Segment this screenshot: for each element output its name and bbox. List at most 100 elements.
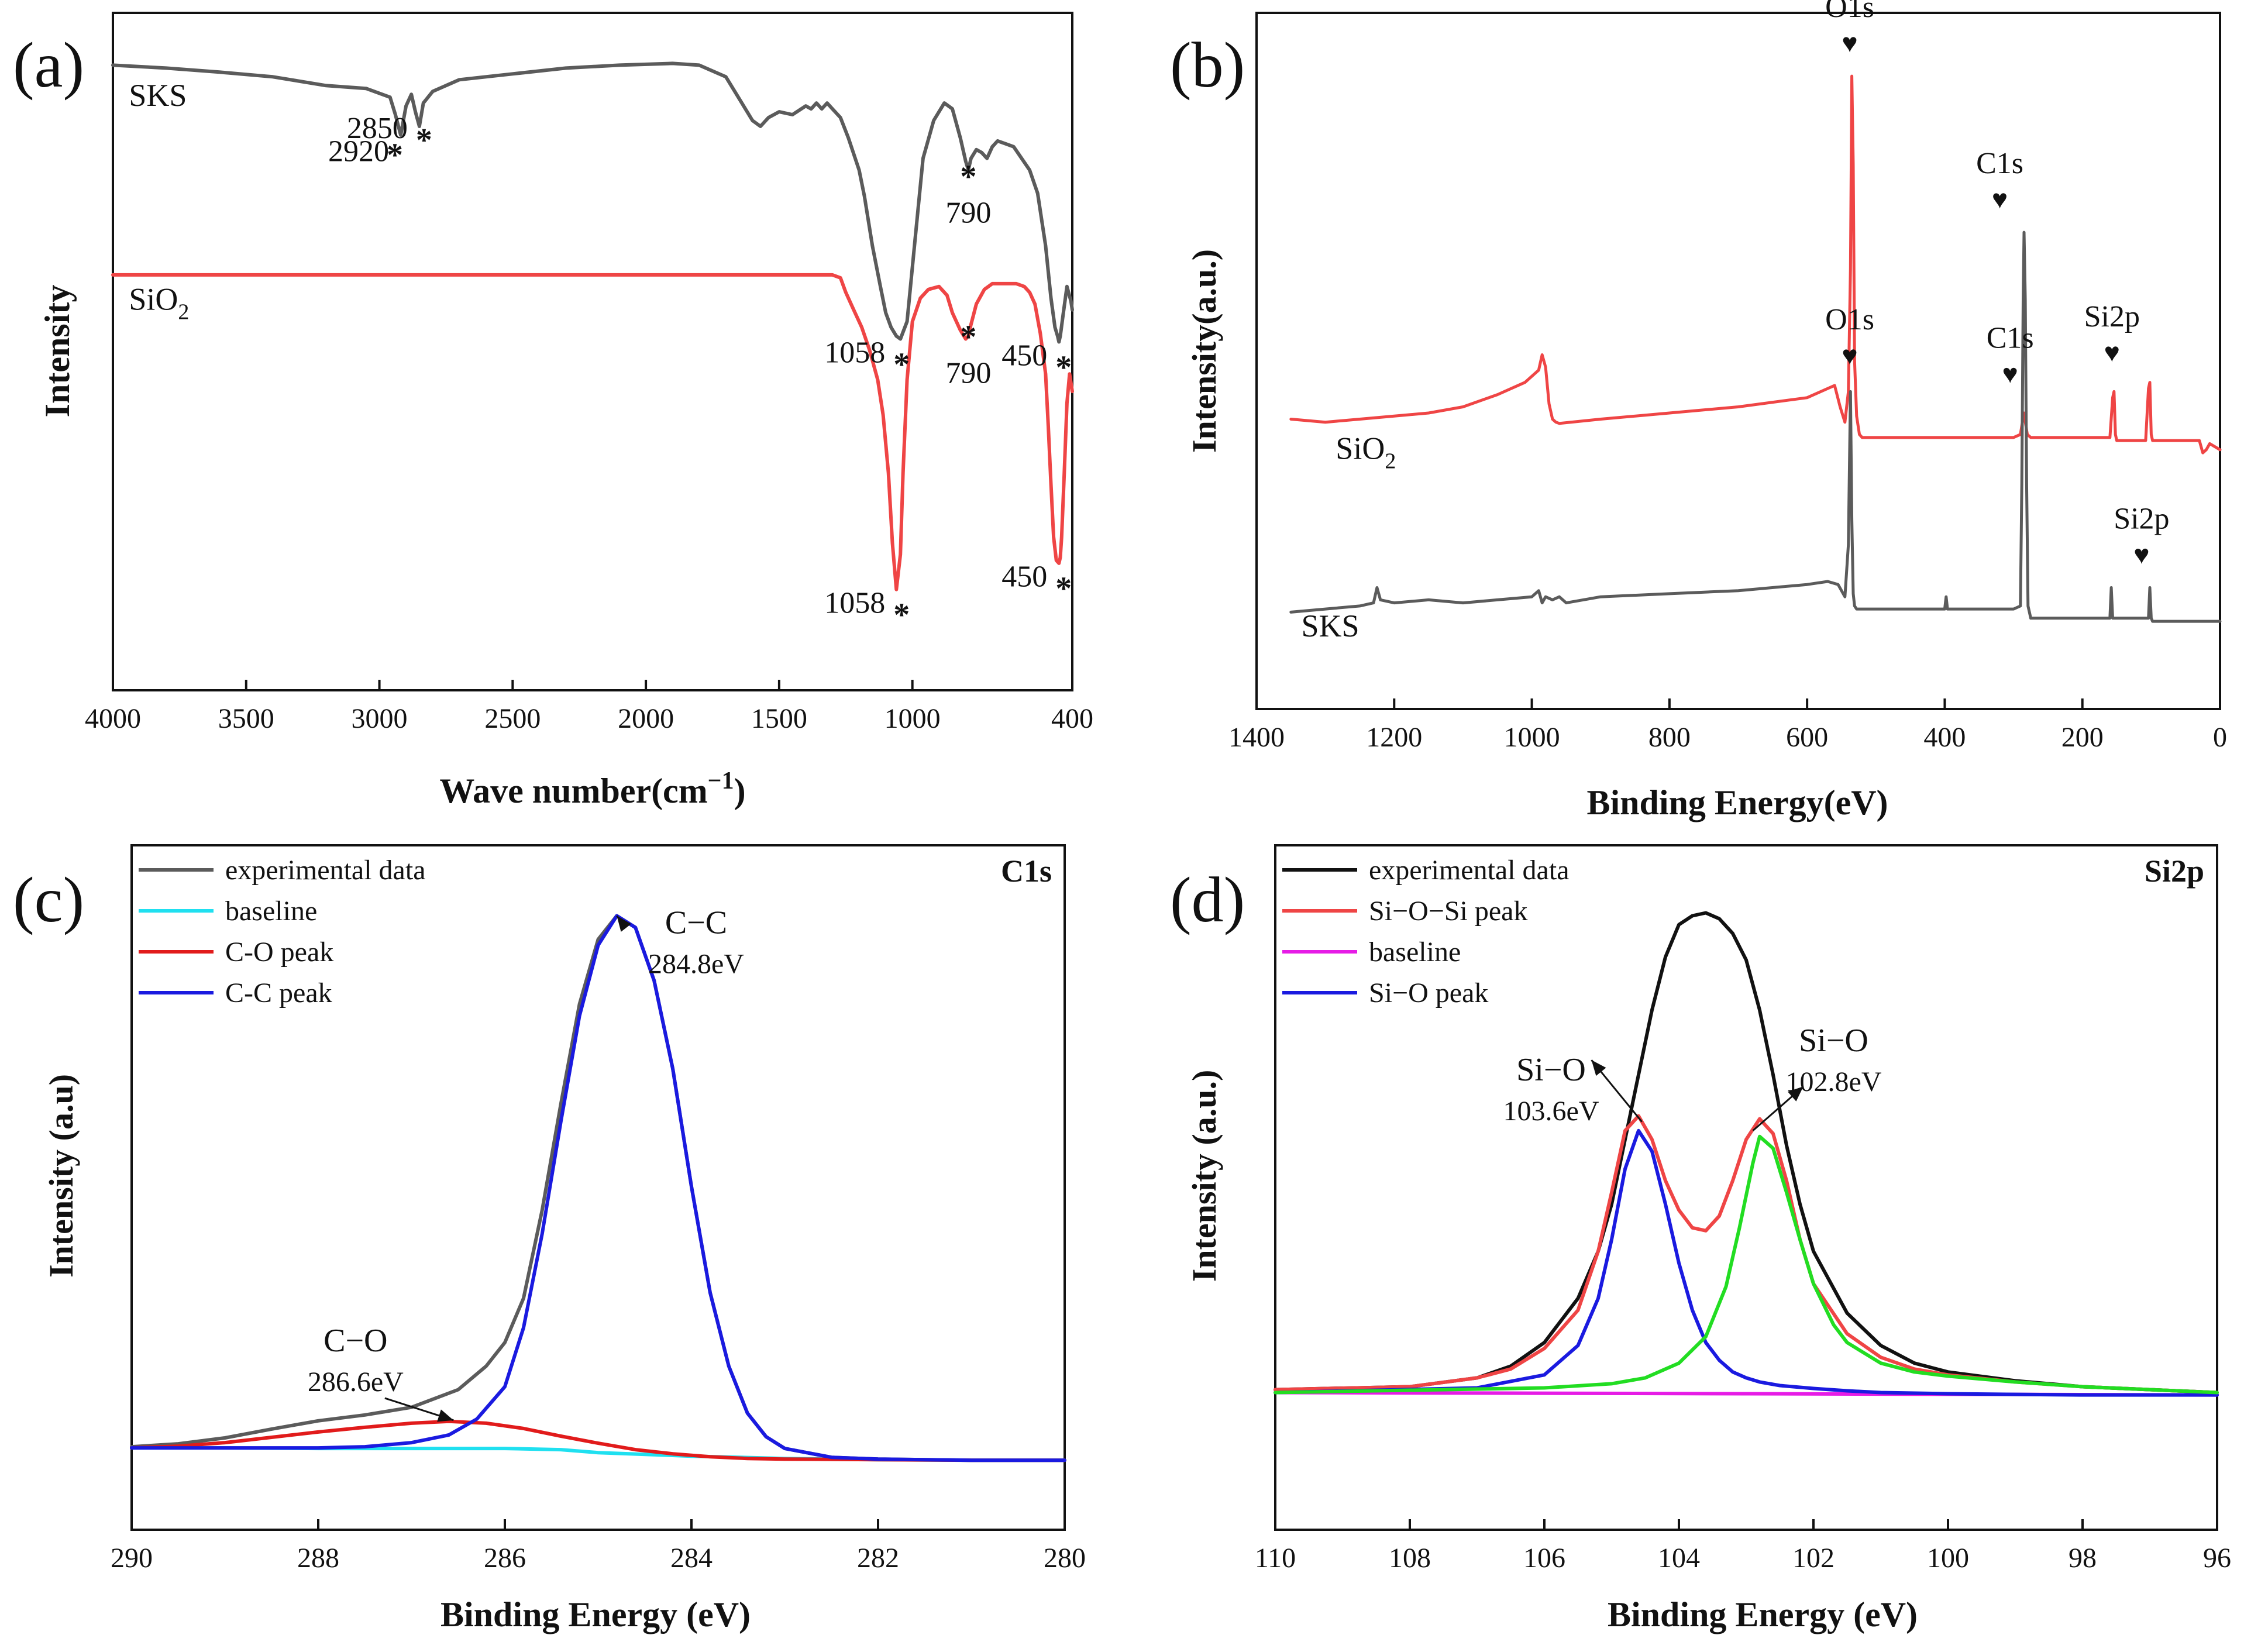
- panel-a-peak-label: 1058: [824, 587, 885, 620]
- panel-b-peak-label: O1s: [1825, 303, 1874, 336]
- panel-c-y-axis-label: Intensity (a.u): [42, 1074, 80, 1278]
- panel-b-peak-label: O1s: [1825, 0, 1874, 24]
- panel-c-x-tick-label: 284: [670, 1543, 713, 1574]
- panel-b-series-label: SiO2: [1336, 431, 1396, 474]
- panel-c-plot-area: 290 288 286 284 282 280 C1s experimental data ba…: [111, 844, 1086, 1574]
- panel-b-x-tick-label: 1000: [1504, 722, 1560, 753]
- panel-a-x-axis-label-close: ): [734, 772, 746, 810]
- panel-b-label: (b): [1170, 29, 1245, 101]
- panel-d-x-tick-label: 100: [1927, 1543, 1969, 1574]
- panel-d-x-tick-label: 104: [1658, 1543, 1700, 1574]
- panel-d-plot-area: 110 108 106 104 102 100 98 96 Si2p experimental d…: [1255, 844, 2231, 1574]
- panel-d-x-tick-label: 110: [1255, 1543, 1296, 1574]
- panel-d-y-axis-label: Intensity (a.u.): [1185, 1070, 1223, 1282]
- panel-a-x-tick-label: 2500: [484, 703, 541, 734]
- panel-c-annotation-arrowhead-icon: [437, 1409, 454, 1422]
- panel-a-peak-label: 790: [945, 356, 991, 390]
- panel-b-x-tick-label: 400: [1923, 722, 1966, 753]
- panel-a-x-axis-label: Wave number(cm−1): [439, 768, 745, 810]
- panel-d-plot-frame: [1274, 844, 2218, 1531]
- panel-c-annotation-title: C−C: [665, 905, 727, 941]
- panel-a-x-axis-label-superscript: −1: [708, 768, 734, 794]
- panel-b-peak-label: Si2p: [2114, 503, 2169, 536]
- panel-d-annotation-arrowhead-icon: [1591, 1060, 1606, 1076]
- panel-c-title: C1s: [1001, 853, 1052, 889]
- panel-a-series-1-line: [111, 273, 1074, 591]
- panel-a-plot-area: 4000 3500 3000 2500 2000 1500 1000 400 SKS SiO2 29…: [85, 12, 1093, 734]
- panel-d-annotation-value: 103.6eV: [1503, 1096, 1599, 1127]
- panel-a-peak-star: *: [893, 597, 910, 634]
- panel-c-c1s-chart: (c) Intensity (a.u) 290 288 286 284 282 280 C1…: [13, 844, 1086, 1634]
- panel-a-series-label: SKS: [129, 78, 187, 113]
- panel-c-plot-frame: [130, 844, 1066, 1531]
- panel-b-x-axis-label: Binding Energy(eV): [1586, 783, 1888, 822]
- panel-c-annotation-arrowhead-icon: [617, 916, 631, 932]
- panel-b-heart-marker-icon: ♥: [2133, 540, 2149, 570]
- panel-b-peak-label: C1s: [1976, 147, 2023, 180]
- panel-d-series-3-line: [1274, 1128, 2219, 1397]
- panel-d-legend-label: experimental data: [1369, 855, 1570, 886]
- panel-c-series-2-line: [130, 1419, 1066, 1462]
- panel-b-x-tick-label: 0: [2213, 722, 2227, 753]
- panel-a-x-tick-label: 2000: [618, 703, 674, 734]
- panel-a-x-tick-label: 3500: [218, 703, 274, 734]
- panel-d-annotation-title: Si−O: [1799, 1023, 1868, 1059]
- panel-a-plot-frame: [112, 12, 1073, 691]
- panel-b-plot-area: 1400 1200 1000 800 600 400 200 0 SiO2 SKS O1s ♥ C1s ♥…: [1228, 0, 2227, 753]
- panel-d-series-0-line: [1274, 911, 2219, 1395]
- panel-a-peak-label: 450: [1001, 339, 1047, 372]
- panel-a-peak-star: *: [960, 319, 976, 355]
- panel-b-x-tick-label: 1200: [1366, 722, 1422, 753]
- panel-a-peak-label: 2920: [328, 135, 389, 168]
- panel-b-peak-label: Si2p: [2084, 300, 2140, 333]
- panel-d-x-tick-label: 98: [2069, 1543, 2097, 1574]
- panel-a-peak-star: *: [387, 137, 403, 174]
- panel-c-series-3-line: [130, 914, 1066, 1462]
- panel-c-x-tick-label: 280: [1044, 1543, 1086, 1574]
- panel-d-annotation-title: Si−O: [1516, 1052, 1586, 1088]
- panel-a-peak-star: *: [1055, 571, 1072, 607]
- panel-d-x-tick-label: 96: [2203, 1543, 2231, 1574]
- panel-a-label: (a): [13, 29, 84, 101]
- panel-c-x-tick-label: 288: [297, 1543, 339, 1574]
- panel-c-label: (c): [13, 864, 84, 935]
- panel-a-x-axis-label-main: Wave number(cm: [439, 772, 707, 810]
- panel-b-heart-marker-icon: ♥: [2002, 359, 2018, 389]
- panel-c-legend-label: experimental data: [225, 855, 426, 886]
- panel-d-label: (d): [1170, 864, 1245, 935]
- panel-b-x-tick-label: 200: [2061, 722, 2104, 753]
- panel-a-peak-label: 2850: [347, 112, 408, 145]
- panel-b-heart-marker-icon: ♥: [1842, 340, 1857, 370]
- panel-b-heart-marker-icon: ♥: [1842, 28, 1857, 58]
- panel-d-x-axis-label: Binding Energy (eV): [1608, 1595, 1918, 1634]
- panel-b-heart-marker-icon: ♥: [2104, 338, 2120, 367]
- panel-a-x-tick-label: 1500: [751, 703, 807, 734]
- panel-d-x-tick-label: 106: [1523, 1543, 1565, 1574]
- panel-b-plot-frame: [1255, 12, 2221, 710]
- panel-b-heart-marker-icon: ♥: [1992, 184, 2008, 214]
- panel-a-x-tick-label: 3000: [352, 703, 408, 734]
- panel-d-legend-label: baseline: [1369, 937, 1461, 968]
- panel-b-series-0-line: [1289, 74, 2222, 455]
- panel-d-x-tick-label: 108: [1389, 1543, 1431, 1574]
- panel-b-x-tick-label: 800: [1648, 722, 1691, 753]
- panel-c-x-tick-label: 290: [111, 1543, 153, 1574]
- panel-a-x-tick-label: 4000: [85, 703, 141, 734]
- panel-b-x-tick-label: 1400: [1228, 722, 1285, 753]
- panel-d-x-tick-label: 102: [1792, 1543, 1835, 1574]
- panel-b-series-1-line: [1289, 230, 2222, 623]
- panel-c-annotation-value: 286.6eV: [308, 1367, 404, 1398]
- panel-d-annotation-arrowhead-icon: [1787, 1086, 1804, 1102]
- panel-a-y-axis-label: Intensity: [38, 285, 77, 418]
- panel-d-series-1-line: [1274, 1114, 2219, 1395]
- panel-d-series-4-line: [1274, 1134, 2219, 1395]
- panel-c-legend-label: C-C peak: [225, 978, 332, 1009]
- panel-a-peak-star: *: [1055, 349, 1072, 386]
- panel-a-x-tick-label: 1000: [884, 703, 941, 734]
- panel-a-peak-star: *: [416, 122, 432, 159]
- panel-d-legend-label: Si−O−Si peak: [1369, 896, 1527, 927]
- panel-a-peak-label: 450: [1001, 560, 1047, 594]
- panel-c-x-tick-label: 282: [857, 1543, 899, 1574]
- panel-c-annotation-title: C−O: [323, 1323, 387, 1359]
